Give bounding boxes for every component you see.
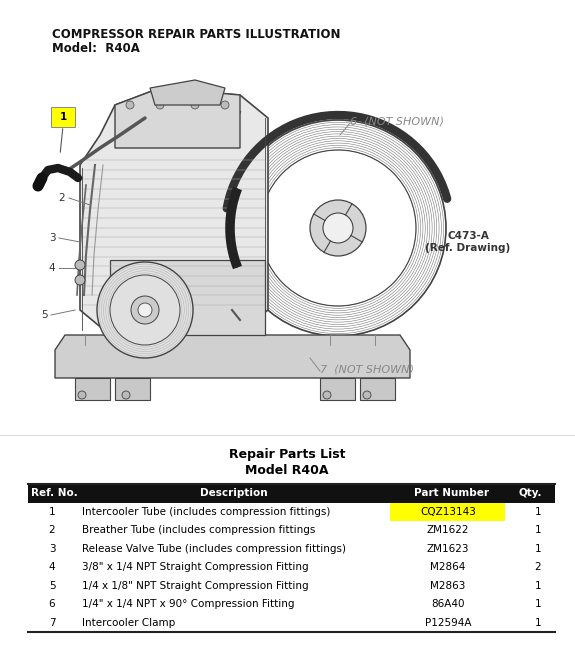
Text: Breather Tube (includes compression fittings: Breather Tube (includes compression fitt… <box>82 525 315 536</box>
Text: Model R40A: Model R40A <box>246 464 329 477</box>
Text: Ref. No.: Ref. No. <box>31 488 78 498</box>
Circle shape <box>75 260 85 270</box>
Circle shape <box>122 391 130 399</box>
Text: 2: 2 <box>535 562 541 572</box>
Text: 1/4 x 1/8" NPT Straight Compression Fitting: 1/4 x 1/8" NPT Straight Compression Fitt… <box>82 581 309 590</box>
Text: 4: 4 <box>49 562 55 572</box>
Text: M2864: M2864 <box>430 562 466 572</box>
Circle shape <box>310 200 366 256</box>
Polygon shape <box>115 88 240 148</box>
Text: 1/4" x 1/4 NPT x 90° Compression Fitting: 1/4" x 1/4 NPT x 90° Compression Fitting <box>82 599 294 609</box>
Text: 1: 1 <box>49 506 55 517</box>
Text: 4: 4 <box>49 263 55 273</box>
Text: CQZ13143: CQZ13143 <box>420 506 476 517</box>
Circle shape <box>97 262 193 358</box>
Bar <box>360 378 395 400</box>
Circle shape <box>323 213 353 243</box>
Circle shape <box>75 275 85 285</box>
Text: 1: 1 <box>535 506 541 517</box>
Text: 1: 1 <box>535 581 541 590</box>
Text: 5: 5 <box>41 310 47 320</box>
Text: 6  ⟨NOT SHOWN⟩: 6 ⟨NOT SHOWN⟩ <box>350 117 444 127</box>
Circle shape <box>363 391 371 399</box>
Text: 2: 2 <box>49 525 55 536</box>
Circle shape <box>138 303 152 317</box>
Bar <box>75 378 110 400</box>
Circle shape <box>156 101 164 109</box>
Text: ZM1622: ZM1622 <box>427 525 469 536</box>
Polygon shape <box>110 260 265 335</box>
Circle shape <box>126 101 134 109</box>
Bar <box>320 378 355 400</box>
Text: 1: 1 <box>535 599 541 609</box>
Text: COMPRESSOR REPAIR PARTS ILLUSTRATION: COMPRESSOR REPAIR PARTS ILLUSTRATION <box>52 28 340 41</box>
Bar <box>28 484 555 503</box>
Text: 1: 1 <box>535 544 541 554</box>
Bar <box>115 378 150 400</box>
Text: Qty.: Qty. <box>518 488 542 498</box>
Polygon shape <box>150 80 225 105</box>
Circle shape <box>221 101 229 109</box>
Text: 6: 6 <box>49 599 55 609</box>
Text: ZM1623: ZM1623 <box>427 544 469 554</box>
Text: 7: 7 <box>49 618 55 628</box>
Bar <box>390 503 505 521</box>
Text: Model:  R40A: Model: R40A <box>52 42 140 55</box>
Circle shape <box>131 296 159 324</box>
Text: 86A40: 86A40 <box>431 599 465 609</box>
Text: Intercooler Tube (includes compression fittings): Intercooler Tube (includes compression f… <box>82 506 331 517</box>
Text: 5: 5 <box>49 581 55 590</box>
Text: Intercooler Clamp: Intercooler Clamp <box>82 618 175 628</box>
Text: 1: 1 <box>535 525 541 536</box>
Text: 2: 2 <box>59 193 66 203</box>
Text: 1: 1 <box>535 618 541 628</box>
Text: 3: 3 <box>49 233 55 243</box>
Circle shape <box>191 101 199 109</box>
Text: P12594A: P12594A <box>425 618 472 628</box>
Polygon shape <box>55 335 410 378</box>
FancyBboxPatch shape <box>51 107 75 127</box>
Text: Description: Description <box>200 488 268 498</box>
Circle shape <box>323 391 331 399</box>
Text: Repair Parts List: Repair Parts List <box>229 448 345 461</box>
Circle shape <box>78 391 86 399</box>
Text: Release Valve Tube (includes compression fittings): Release Valve Tube (includes compression… <box>82 544 346 554</box>
Text: 1: 1 <box>59 112 67 122</box>
Text: Part Number: Part Number <box>415 488 489 498</box>
Text: M2863: M2863 <box>430 581 466 590</box>
Text: 3/8" x 1/4 NPT Straight Compression Fitting: 3/8" x 1/4 NPT Straight Compression Fitt… <box>82 562 309 572</box>
Polygon shape <box>80 88 268 335</box>
Text: 3: 3 <box>49 544 55 554</box>
Text: C473-A
(Ref. Drawing): C473-A (Ref. Drawing) <box>426 231 511 253</box>
Text: 7  ⟨NOT SHOWN⟩: 7 ⟨NOT SHOWN⟩ <box>320 365 414 375</box>
